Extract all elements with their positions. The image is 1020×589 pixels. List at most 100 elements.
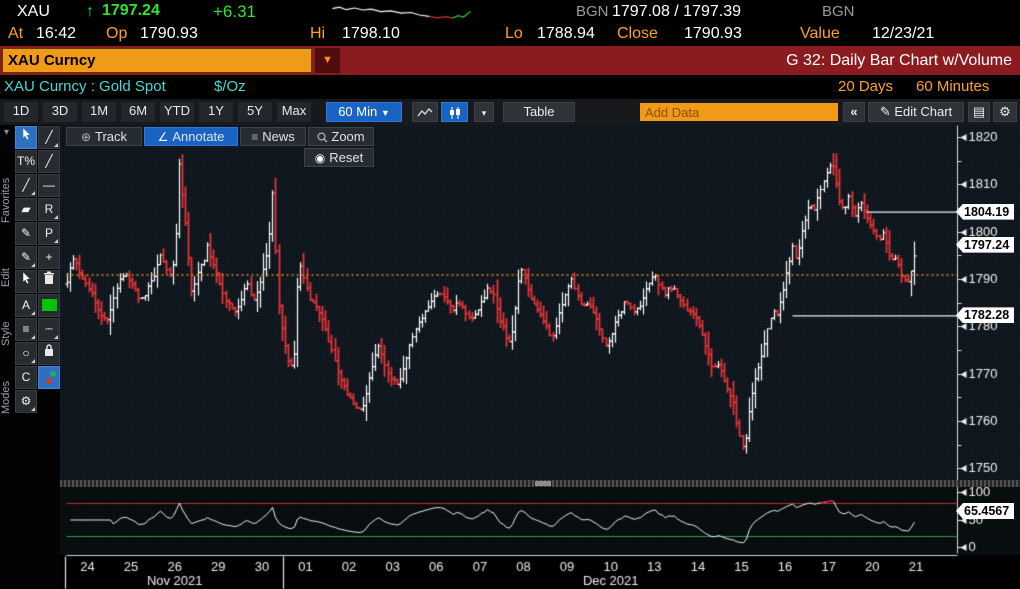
security-unit: $/Oz — [214, 78, 246, 95]
eraser-tool[interactable]: ▰ — [15, 198, 37, 221]
high-value: 1798.10 — [342, 25, 400, 42]
dash-style-tool[interactable]: ┄ — [38, 318, 60, 341]
line-width-tool[interactable]: ≡ — [15, 318, 37, 341]
blue-dot-icon — [42, 371, 48, 377]
sidebar-expand-icon[interactable]: ▾ — [4, 127, 10, 138]
text-stat-tool[interactable]: T% — [15, 150, 37, 173]
chart-options-icon: ▤ — [972, 104, 986, 119]
annotation-price-badge-upper[interactable]: 1804.19 — [956, 203, 1014, 220]
sidebar-group-label-edit: Edit — [0, 268, 12, 288]
reset-button[interactable]: ◉ Reset — [304, 148, 374, 167]
security-dropdown-button[interactable]: ▼ — [315, 48, 340, 73]
value-date: 12/23/21 — [872, 25, 935, 42]
news-label: News — [262, 129, 295, 144]
delete-tool[interactable] — [38, 270, 60, 293]
settings-button[interactable]: ⚙ — [993, 102, 1017, 122]
select-add-tool[interactable] — [15, 270, 37, 293]
reset-icon: ◉ — [314, 151, 326, 165]
news-icon: ≡ — [251, 130, 259, 144]
range-button-1y[interactable]: 1Y — [199, 102, 233, 122]
security-bar: ▼ G 32: Daily Bar Chart w/Volume — [0, 46, 1020, 75]
chart-options-button[interactable]: ▤ — [968, 102, 990, 122]
text-tool[interactable]: A — [15, 294, 37, 317]
low-label: Lo — [505, 25, 523, 42]
range-tabs: 1D 3D 1M 6M YTD 1Y 5Y Max — [4, 99, 316, 125]
curve-tool[interactable]: C — [15, 366, 37, 389]
pencil-tool[interactable]: ✎ — [15, 246, 37, 269]
horizontal-line-tool[interactable]: — — [38, 174, 60, 197]
color-swatch-tool[interactable] — [38, 294, 60, 317]
range-button-1d[interactable]: 1D — [4, 102, 38, 122]
magnifier-icon — [317, 132, 328, 143]
ellipse-tool[interactable]: ○ — [15, 342, 37, 365]
open-value: 1790.93 — [140, 25, 198, 42]
reset-label: Reset — [329, 150, 364, 165]
range-button-1m[interactable]: 1M — [82, 102, 116, 122]
zoom-label: Zoom — [331, 129, 365, 144]
annotation-price-badge-lower[interactable]: 1782.28 — [956, 307, 1014, 324]
dropdown-icon: ▼ — [380, 108, 390, 118]
value-label: Value — [800, 25, 840, 42]
chart-toolbar-main: 1D 3D 1M 6M YTD 1Y 5Y Max 60 Min ▼ ▾ Table — [0, 99, 1020, 125]
table-button[interactable]: Table — [503, 102, 575, 122]
close-value: 1790.93 — [684, 25, 742, 42]
collapse-button[interactable]: « — [843, 102, 865, 122]
lock-icon — [45, 344, 53, 356]
track-icon: ⊕ — [80, 130, 92, 144]
pane-separator-handle[interactable] — [535, 481, 551, 486]
ticker-input[interactable] — [2, 48, 312, 73]
price-change: +6.31 — [213, 2, 257, 21]
pane-separator[interactable] — [60, 480, 1020, 487]
low-value: 1788.94 — [537, 25, 595, 42]
edit-chart-label: Edit Chart — [894, 104, 953, 119]
period-label: 20 Days — [838, 78, 894, 95]
add-data-input[interactable] — [640, 103, 838, 121]
chart-function-title: G 32: Daily Bar Chart w/Volume — [786, 52, 1012, 69]
at-time: 16:42 — [36, 25, 77, 42]
up-arrow-icon: ↑ — [86, 3, 94, 20]
interval-label: 60 Minutes — [916, 78, 990, 95]
last-price: 1797.24 — [102, 2, 160, 19]
chart-type-candle-button[interactable] — [441, 102, 468, 122]
ray-tool[interactable]: ╱ — [15, 174, 37, 197]
close-label: Close — [617, 25, 658, 42]
segment-tool[interactable]: ╱ — [38, 150, 60, 173]
oscillator-pane-background — [60, 487, 1020, 555]
pitchfork-tool[interactable]: P — [38, 222, 60, 245]
news-button[interactable]: ≡ News — [240, 127, 306, 146]
ticker-symbol: XAU — [17, 3, 50, 20]
red-dot-icon — [46, 378, 52, 384]
annotate-button[interactable]: ∠ Annotate — [144, 127, 238, 146]
annotate-icon: ∠ — [157, 130, 169, 144]
chart-type-more-button[interactable]: ▾ — [474, 102, 494, 122]
zoom-button[interactable]: Zoom — [308, 127, 374, 146]
chart-type-line-button[interactable] — [412, 102, 438, 122]
sidebar-group-label-style: Style — [0, 321, 12, 347]
chart-settings-tool[interactable]: ⚙ — [15, 390, 37, 413]
range-button-5y[interactable]: 5Y — [238, 102, 272, 122]
range-button-ytd[interactable]: YTD — [160, 102, 194, 122]
pencil-icon: ✎ — [879, 104, 891, 119]
range-button-max[interactable]: Max — [277, 102, 311, 122]
edit-chart-button[interactable]: ✎ Edit Chart — [868, 102, 964, 122]
sidebar-tools: ╱ T% ╱ ╱ — ▰ R ✎ P ✎ + A ≡ ┄ ○ C ⚙ — [15, 126, 60, 413]
track-button[interactable]: ⊕ Track — [66, 127, 142, 146]
table-label: Table — [523, 104, 555, 119]
cursor-select-tool[interactable] — [15, 126, 37, 149]
drawing-sidebar: ▾ Favorites Edit Style Modes ╱ T% ╱ ╱ — ▰ R ✎ P ✎ + A ≡… — [0, 125, 60, 589]
trendline-tool[interactable]: ╱ — [38, 126, 60, 149]
interval-value: 60 Min — [338, 104, 378, 119]
brush-tool[interactable]: ✎ — [15, 222, 37, 245]
range-button-3d[interactable]: 3D — [43, 102, 77, 122]
lock-tool[interactable] — [38, 342, 60, 365]
move-tool[interactable]: + — [38, 246, 60, 269]
range-button-6m[interactable]: 6M — [121, 102, 155, 122]
theme-colors-tool[interactable] — [38, 366, 60, 389]
green-color-swatch — [42, 299, 57, 311]
last-price-badge: 1797.24 — [956, 236, 1014, 253]
regression-tool[interactable]: R — [38, 198, 60, 221]
track-label: Track — [95, 129, 128, 144]
date-axis-background — [60, 555, 1020, 589]
interval-dropdown[interactable]: 60 Min ▼ — [326, 102, 402, 122]
